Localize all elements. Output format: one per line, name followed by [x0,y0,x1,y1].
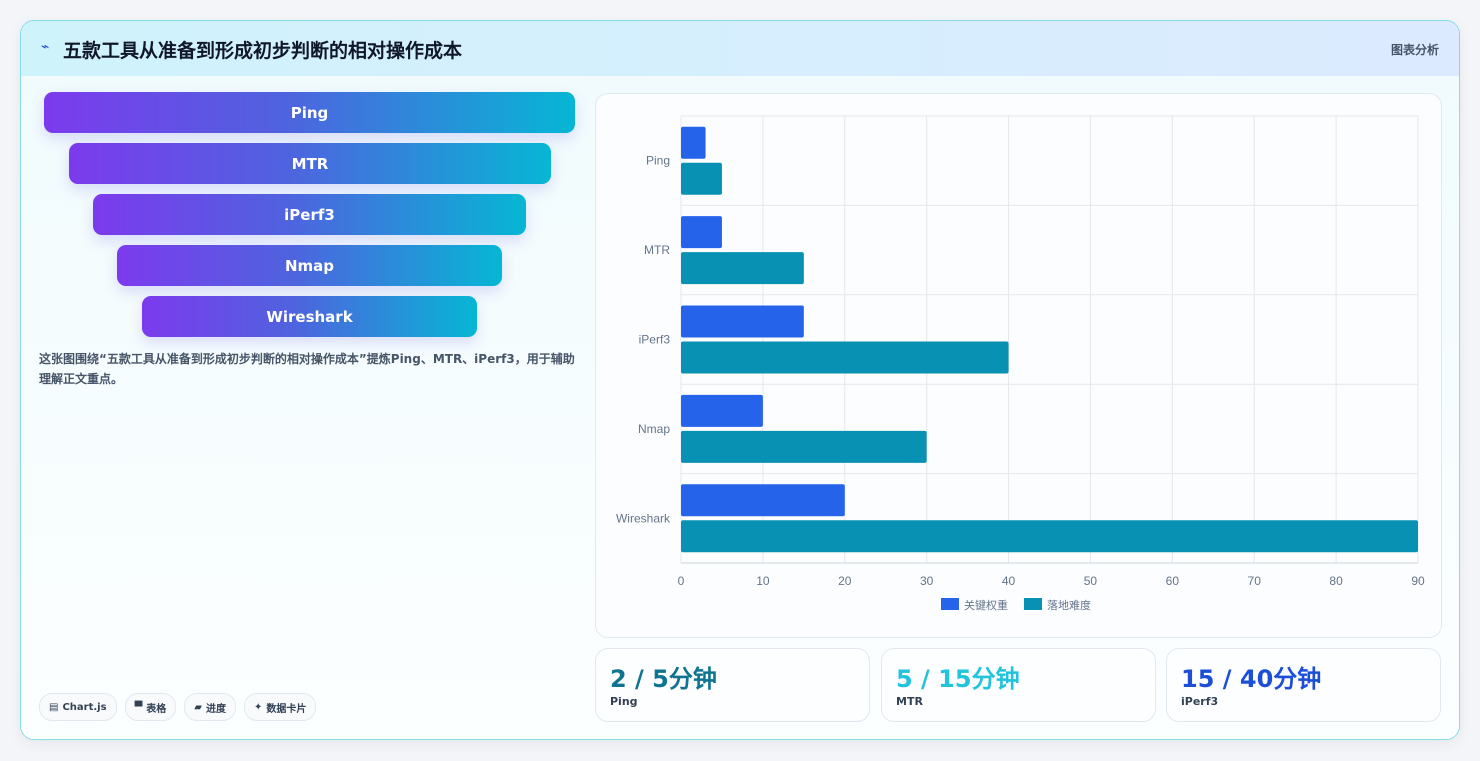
chart-description: 这张图围绕“五款工具从准备到形成初步判断的相对操作成本”提炼Ping、MTR、i… [39,352,575,386]
stat-card-mtr: 5 / 15分钟 MTR [881,648,1156,722]
stat-value: 15 / 40分钟 [1181,665,1322,693]
x-tick-label: 60 [1166,574,1180,588]
bar-difficulty [681,430,927,463]
funnel-label: Ping [290,103,329,122]
chip-label: 数据卡片 [266,703,307,715]
funnel-label: iPerf3 [284,205,335,224]
bar-chart: 0 10 20 30 40 50 60 70 80 90 Ping MTR iPerf3 Nmap Wire… [616,115,1425,612]
bar-key-weight [681,484,845,517]
x-tick-label: 90 [1411,574,1425,588]
bar-key-weight [681,394,763,427]
stat-label: MTR [896,695,923,708]
chip-list: ▤ Chart.js ▀ 表格 ▰ 进度 ✦ 数据卡片 [39,693,317,721]
legend-label: 关键权重 [964,598,1008,612]
chip-label: 进度 [205,703,226,715]
funnel-item-wireshark: Wireshark [142,296,477,337]
stat-label: iPerf3 [1181,695,1219,708]
funnel-label: MTR [291,154,329,173]
x-tick-label: 30 [920,574,934,588]
funnel-item-nmap: Nmap [117,245,502,286]
bar-key-weight [681,305,804,338]
y-tick-label: iPerf3 [639,333,671,347]
y-tick-label: Nmap [638,422,670,436]
x-tick-label: 70 [1248,574,1262,588]
y-tick-label: Ping [646,154,670,168]
y-tick-label: MTR [644,243,670,257]
chip-table[interactable]: ▀ 表格 [124,693,177,721]
chart-card: ⌁ 五款工具从准备到形成初步判断的相对操作成本 图表分析 Ping MTR iP… [20,20,1460,740]
bar-difficulty [681,520,1418,553]
y-tick-label: Wireshark [616,511,671,525]
bar-difficulty [681,341,1009,374]
funnel-item-iperf3: iPerf3 [93,194,526,235]
header-tag: 图表分析 [1390,43,1439,57]
funnel-item-ping: Ping [44,92,575,133]
x-tick-label: 40 [1002,574,1016,588]
stat-card-ping: 2 / 5分钟 Ping [595,648,870,722]
x-tick-label: 10 [756,574,770,588]
table-icon: ▀ [134,701,143,713]
trend-icon: ⌁ [41,39,50,55]
legend-swatch [941,598,959,610]
x-tick-label: 50 [1084,574,1098,588]
legend-label: 落地难度 [1047,598,1091,612]
chip-label: Chart.js [62,701,107,713]
x-tick-label: 80 [1329,574,1343,588]
funnel-item-mtr: MTR [69,143,551,184]
x-tick-label: 0 [678,574,685,588]
stat-value: 2 / 5分钟 [610,665,717,693]
stat-label: Ping [610,695,638,708]
chip-data-card[interactable]: ✦ 数据卡片 [243,693,317,721]
funnel-label: Wireshark [266,307,353,326]
bar-difficulty [681,252,804,285]
page-title: 五款工具从准备到形成初步判断的相对操作成本 [63,40,463,62]
bar-key-weight [681,216,722,249]
card-header: ⌁ 五款工具从准备到形成初步判断的相对操作成本 图表分析 [21,21,1459,76]
bar-difficulty [681,162,722,195]
chart-icon: ▤ [49,701,59,713]
legend-swatch [1024,598,1042,610]
bar-key-weight [681,126,706,159]
chip-chartjs[interactable]: ▤ Chart.js [39,693,117,721]
sparkle-icon: ✦ [253,701,263,713]
x-tick-label: 20 [838,574,852,588]
chip-progress[interactable]: ▰ 进度 [184,693,236,721]
stat-card-iperf3: 15 / 40分钟 iPerf3 [1166,648,1441,722]
bar-chart-panel: 0 10 20 30 40 50 60 70 80 90 Ping MTR iPerf3 Nmap Wire… [595,93,1442,638]
stat-value: 5 / 15分钟 [896,665,1020,693]
progress-icon: ▰ [194,701,202,713]
chip-label: 表格 [146,703,167,715]
funnel-label: Nmap [284,256,335,275]
